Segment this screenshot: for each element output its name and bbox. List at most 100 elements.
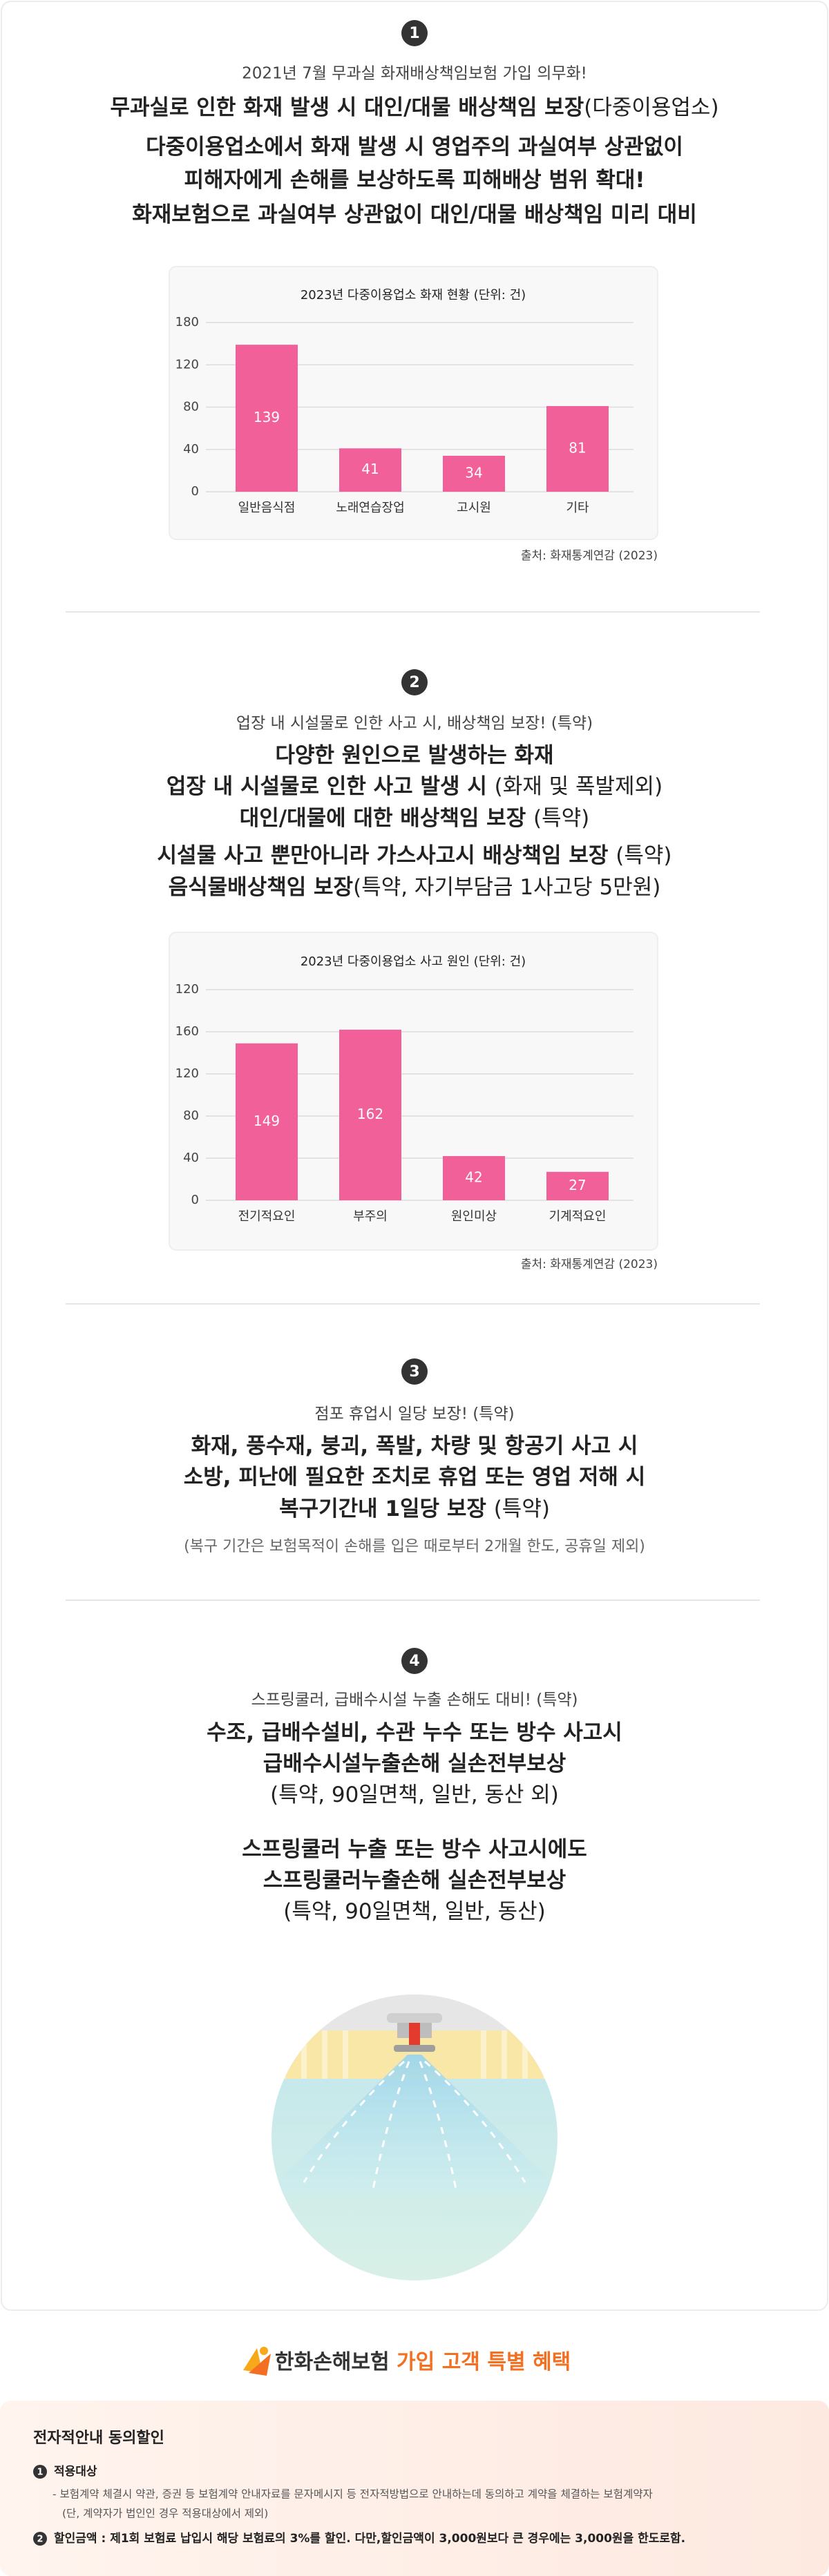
value-label: 81: [569, 439, 586, 456]
headline: 화재보험으로 과실여부 상관없이 대인/대물 배상책임 미리 대비: [132, 202, 697, 227]
normal-text: (특약): [533, 806, 589, 831]
x-tick-label: 원인미상: [451, 1209, 497, 1224]
x-tick-label: 전기적요인: [238, 1209, 296, 1224]
bold-text: 업장 내 시설물로 인한 사고 발생 시: [166, 774, 495, 799]
bold-text: 화재보험으로 과실여부 상관없이 대인/대물 배상책임 미리 대비: [132, 202, 697, 227]
y-tick-label: 40: [183, 1151, 199, 1165]
value-label: 41: [361, 461, 379, 477]
subtitle: 점포 휴업시 일당 보장! (특약): [314, 1405, 514, 1423]
headline: 다중이용업소에서 화재 발생 시 영업주의 과실여부 상관없이: [146, 135, 683, 160]
bold-text: 스프링쿨러 누출 또는 방수 사고시에도: [242, 1837, 587, 1862]
number-text: 2: [409, 674, 419, 691]
headline: (특약, 90일면책, 일반, 동산 외): [270, 1782, 559, 1807]
normal-text: (화재 및 폭발제외): [495, 774, 663, 799]
footer-detail: (단, 계약자가 법인인 경우 적용대상에서 제외): [62, 2508, 268, 2520]
value-label: 27: [569, 1177, 586, 1193]
brand: 한화손해보험: [275, 2350, 390, 2374]
headline: 소방, 피난에 필요한 조치로 휴업 또는 영업 저해 시: [184, 1465, 646, 1490]
footer-item-label: 할인금액 : 제1회 보험료 납입시 해당 보험료의 3%를 할인. 다만,할인…: [54, 2531, 685, 2546]
y-tick-label: 0: [191, 484, 199, 499]
footer-detail: - 보험계약 체결시 약관, 증권 등 보험계약 안내자료를 문자메시지 등 전…: [53, 2488, 653, 2501]
subtitle: 스프링쿨러, 급배수시설 누출 손해도 대비! (특약): [251, 1691, 578, 1709]
bar: [236, 345, 298, 492]
bold-text: 다양한 원인으로 발생하는 화재: [275, 743, 553, 768]
bar: [339, 1029, 401, 1200]
y-tick-label: 80: [183, 1108, 199, 1123]
footer-item-label: 적용대상: [54, 2465, 97, 2479]
normal-text: (다중이용업소): [584, 95, 718, 120]
number-badge: [401, 1648, 428, 1674]
headline: 피해자에게 손해를 보상하도록 피해배상 범위 확대!: [184, 168, 645, 193]
value-label: 162: [357, 1106, 383, 1122]
number-text: 3: [409, 1363, 419, 1381]
x-tick-label: 부주의: [353, 1209, 388, 1224]
y-tick-label: 120: [175, 1066, 199, 1081]
bold-text: 음식물배상책임 보장: [169, 875, 353, 900]
y-tick-label: 0: [191, 1193, 199, 1207]
headline: 수조, 급배수설비, 수관 누수 또는 방수 사고시: [207, 1720, 622, 1745]
normal-text: (특약, 90일면책, 일반, 동산): [283, 1899, 545, 1924]
bar: [339, 448, 401, 492]
headline: (특약, 90일면책, 일반, 동산): [283, 1899, 545, 1924]
bar: [546, 405, 609, 492]
subtitle: 업장 내 시설물로 인한 사고 시, 배상책임 보장! (특약): [236, 715, 593, 733]
footer-title: 전자적안내 동의할인: [33, 2430, 164, 2447]
number-badge: [401, 1358, 428, 1385]
x-tick-label: 일반음식점: [238, 501, 296, 515]
number-badge: [33, 2465, 47, 2479]
bar: [546, 1171, 609, 1200]
y-tick-label: 160: [175, 1024, 199, 1039]
note: (복구 기간은 보험목적이 손해를 입은 때로부터 2개월 한도, 공휴일 제외…: [184, 1538, 645, 1555]
bold-text: 수조, 급배수설비, 수관 누수 또는 방수 사고시: [207, 1720, 622, 1745]
headline: 복구기간내 1일당 보장 (특약): [279, 1497, 550, 1521]
headline: 무과실로 인한 화재 발생 시 대인/대물 배상책임 보장(다중이용업소): [110, 95, 718, 120]
normal-text: (특약): [616, 843, 671, 868]
highlight: 가입 고객 특별 혜택: [390, 2350, 571, 2374]
headline: 화재, 풍수재, 붕괴, 폭발, 차량 및 항공기 사고 시: [191, 1434, 638, 1459]
number-badge: [33, 2532, 47, 2546]
number-text: 1: [409, 25, 419, 42]
x-tick-label: 기타: [566, 501, 589, 515]
banner: 한화손해보험 가입 고객 특별 혜택: [275, 2350, 571, 2374]
headline: 음식물배상책임 보장(특약, 자기부담금 1사고당 5만원): [169, 875, 661, 900]
y-tick-label: 80: [183, 400, 199, 414]
value-label: 34: [465, 464, 482, 481]
number-badge: [401, 20, 428, 46]
x-tick-label: 고시원: [457, 501, 491, 515]
y-tick-label: 120: [175, 982, 199, 997]
chart-source: 출처: 화재통계연감 (2023): [521, 1258, 658, 1271]
bar: [236, 1043, 298, 1200]
number-text: 1: [37, 2468, 43, 2478]
value-label: 139: [254, 409, 280, 425]
y-tick-label: 180: [175, 315, 199, 329]
footer-panel: [0, 2401, 829, 2576]
chart-source: 출처: 화재통계연감 (2023): [521, 549, 658, 563]
bold-text: 화재, 풍수재, 붕괴, 폭발, 차량 및 항공기 사고 시: [191, 1434, 638, 1459]
headline: 스프링쿨러누출손해 실손전부보상: [263, 1868, 566, 1893]
y-tick-label: 120: [175, 357, 199, 372]
headline: 스프링쿨러 누출 또는 방수 사고시에도: [242, 1837, 587, 1862]
headline: 다양한 원인으로 발생하는 화재: [275, 743, 553, 768]
brand-logo: [243, 2347, 271, 2376]
bar: [443, 455, 505, 492]
headline: 업장 내 시설물로 인한 사고 발생 시 (화재 및 폭발제외): [166, 774, 663, 799]
bold-text: 스프링쿨러누출손해 실손전부보상: [263, 1868, 566, 1893]
bold-text: 대인/대물에 대한 배상책임 보장: [240, 806, 533, 831]
bold-text: 급배수시설누출손해 실손전부보상: [263, 1751, 566, 1776]
chart-title: 2023년 다중이용업소 사고 원인 (단위: 건): [301, 954, 526, 969]
bar: [443, 1155, 505, 1200]
number-text: 2: [37, 2535, 43, 2545]
number-text: 4: [409, 1653, 419, 1670]
bold-text: 무과실로 인한 화재 발생 시 대인/대물 배상책임 보장: [110, 95, 584, 120]
normal-text: (특약, 90일면책, 일반, 동산 외): [270, 1782, 559, 1807]
headline: 시설물 사고 뿐만아니라 가스사고시 배상책임 보장 (특약): [158, 843, 672, 868]
bold-text: 시설물 사고 뿐만아니라 가스사고시 배상책임 보장: [158, 843, 616, 868]
value-label: 42: [465, 1169, 482, 1185]
x-tick-label: 기계적요인: [549, 1209, 607, 1224]
number-badge: [401, 669, 428, 695]
bold-text: 피해자에게 손해를 보상하도록 피해배상 범위 확대!: [184, 168, 645, 193]
headline: 급배수시설누출손해 실손전부보상: [263, 1751, 566, 1776]
chart-title: 2023년 다중이용업소 화재 현황 (단위: 건): [301, 288, 526, 302]
